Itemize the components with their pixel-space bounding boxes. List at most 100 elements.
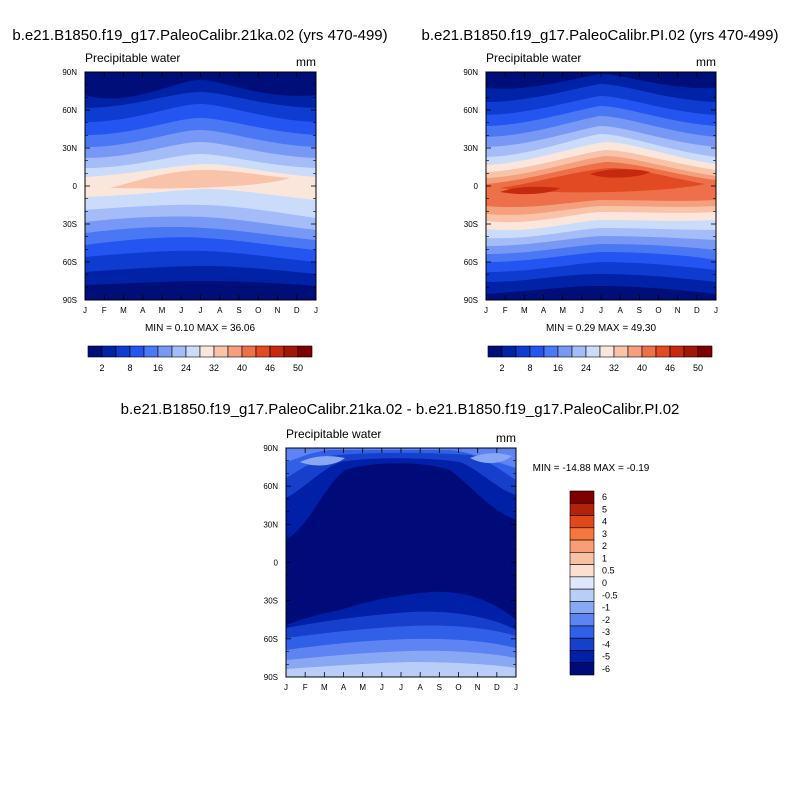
colorbar-swatch [569, 588, 595, 602]
colorbar-swatch [569, 539, 595, 553]
x-tick-label: A [417, 683, 423, 692]
colorbar-swatch [227, 345, 243, 358]
x-tick-label: J [83, 306, 87, 315]
colorbar-swatch [669, 345, 685, 358]
colorbar-label: 2 [602, 541, 607, 551]
colorbar-label: 16 [153, 363, 163, 373]
x-tick-label: O [255, 306, 261, 315]
band [286, 448, 516, 468]
colorbar-swatch [569, 662, 595, 676]
band [286, 508, 305, 522]
colorbar-swatch [571, 345, 587, 358]
colorbar-label: 46 [665, 363, 675, 373]
y-tick-label: 90S [264, 673, 278, 682]
x-tick-label: F [503, 306, 508, 315]
panel-pi-units-label: mm [696, 55, 716, 69]
y-tick-label: 30S [464, 220, 478, 229]
y-tick-label: 90N [263, 444, 278, 453]
x-tick-label: J [399, 683, 403, 692]
panel-pi-contour-field [486, 72, 716, 300]
panel-lgm-minmax: MIN = 0.10 MAX = 36.06 [145, 323, 255, 334]
y-tick-label: 30N [263, 520, 278, 529]
colorbar-label: 24 [581, 363, 591, 373]
colorbar-swatch [569, 564, 595, 578]
colorbar-swatch [613, 345, 629, 358]
colorbar-label: -1 [602, 603, 610, 613]
band [590, 169, 650, 178]
colorbar-swatch [213, 345, 229, 358]
colorbar-label: -2 [602, 615, 610, 625]
panel-lgm: b.e21.B1850.f19_g17.PaleoCalibr.21ka.02 … [12, 27, 387, 373]
colorbar-swatch [129, 345, 145, 358]
band [110, 170, 290, 189]
colorbar-swatch [269, 345, 285, 358]
panel-pi-variable-label: Precipitable water [486, 51, 581, 65]
x-tick-label: M [159, 306, 166, 315]
y-tick-label: 0 [474, 182, 479, 191]
colorbar-swatch [655, 345, 671, 358]
colorbar-swatch [115, 345, 131, 358]
colorbar-swatch [199, 345, 215, 358]
y-tick-label: 60S [63, 258, 77, 267]
colorbar-swatch [255, 345, 271, 358]
panel-diff-axes: J F M A M J J A S O N D J 90N 60N 30N 0 30S 60S 90S [263, 444, 518, 692]
panel-pi-colorbar: 2 8 16 24 32 40 46 50 [487, 345, 713, 373]
x-tick-label: J [599, 306, 603, 315]
x-tick-label: D [494, 683, 500, 692]
colorbar-label: -5 [602, 652, 610, 662]
colorbar-swatch [87, 345, 103, 358]
colorbar-label: 0 [602, 578, 607, 588]
colorbar-swatch [529, 345, 545, 358]
x-tick-label: F [102, 306, 107, 315]
x-tick-label: N [475, 683, 481, 692]
panel-pi-minmax: MIN = 0.29 MAX = 49.30 [546, 323, 656, 334]
colorbar-swatch [157, 345, 173, 358]
colorbar-swatch [569, 650, 595, 664]
colorbar-swatch [641, 345, 657, 358]
y-tick-label: 90S [464, 296, 478, 305]
panel-diff-variable-label: Precipitable water [286, 427, 381, 441]
panel-pi: b.e21.B1850.f19_g17.PaleoCalibr.PI.02 (y… [422, 27, 779, 373]
y-tick-label: 60N [62, 106, 77, 115]
colorbar-label: 40 [637, 363, 647, 373]
x-tick-label: J [714, 306, 718, 315]
panel-lgm-variable-label: Precipitable water [85, 51, 180, 65]
x-tick-label: S [236, 306, 241, 315]
x-tick-label: S [637, 306, 642, 315]
x-tick-label: A [217, 306, 223, 315]
colorbar-swatch [543, 345, 559, 358]
colorbar-swatch [487, 345, 503, 358]
colorbar-swatch [569, 490, 595, 504]
colorbar-label: 40 [237, 363, 247, 373]
colorbar-swatch [101, 345, 117, 358]
x-tick-label: A [341, 683, 347, 692]
y-tick-label: 30S [264, 597, 278, 606]
panel-diff-units-label: mm [496, 431, 516, 445]
colorbar-swatch [569, 601, 595, 614]
y-tick-label: 30N [62, 144, 77, 153]
colorbar-swatch [569, 576, 595, 590]
colorbar-label: 2 [99, 363, 104, 373]
colorbar-swatch [569, 637, 595, 651]
colorbar-swatch [143, 345, 159, 358]
colorbar-label: 8 [527, 363, 532, 373]
x-tick-label: M [359, 683, 366, 692]
colorbar-label: 50 [293, 363, 303, 373]
colorbar-label: -6 [602, 664, 610, 674]
y-tick-label: 90S [63, 296, 77, 305]
y-tick-label: 30S [63, 220, 77, 229]
x-tick-label: J [179, 306, 183, 315]
x-tick-label: M [321, 683, 328, 692]
colorbar-label: -0.5 [602, 590, 618, 600]
x-tick-label: N [275, 306, 281, 315]
colorbar-label: 32 [609, 363, 619, 373]
x-tick-label: A [617, 306, 623, 315]
colorbar-label: 32 [209, 363, 219, 373]
colorbar-label: 0.5 [602, 566, 615, 576]
colorbar-swatch [599, 345, 615, 358]
x-tick-label: D [694, 306, 700, 315]
x-tick-label: A [541, 306, 547, 315]
panel-lgm-axes: J F M A M J J A S O N D J 90N 60N 30N 0 30S 60S 90S [62, 68, 318, 315]
y-tick-label: 30N [463, 144, 478, 153]
colorbar-label: 46 [265, 363, 275, 373]
